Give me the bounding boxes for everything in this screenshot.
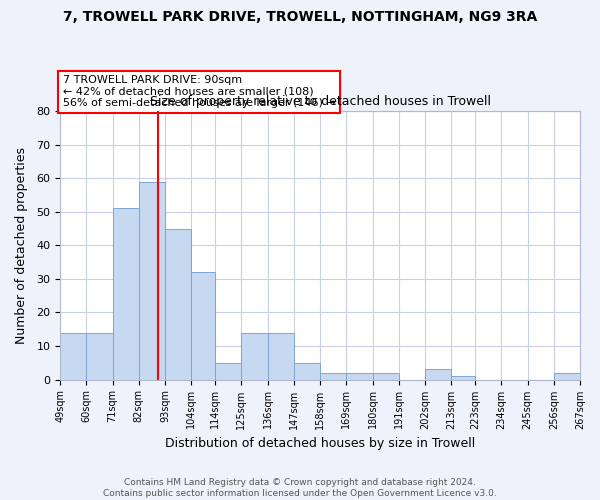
Bar <box>191 272 215 380</box>
Bar <box>139 182 165 380</box>
Bar <box>554 373 580 380</box>
Bar <box>373 373 399 380</box>
Bar <box>425 370 451 380</box>
Bar <box>165 228 191 380</box>
X-axis label: Distribution of detached houses by size in Trowell: Distribution of detached houses by size … <box>165 437 475 450</box>
Title: Size of property relative to detached houses in Trowell: Size of property relative to detached ho… <box>149 96 491 108</box>
Bar <box>215 363 241 380</box>
Text: 7 TROWELL PARK DRIVE: 90sqm
← 42% of detached houses are smaller (108)
56% of se: 7 TROWELL PARK DRIVE: 90sqm ← 42% of det… <box>63 75 335 108</box>
Bar <box>268 332 294 380</box>
Text: 7, TROWELL PARK DRIVE, TROWELL, NOTTINGHAM, NG9 3RA: 7, TROWELL PARK DRIVE, TROWELL, NOTTINGH… <box>63 10 537 24</box>
Bar <box>346 373 373 380</box>
Bar <box>86 332 113 380</box>
Bar <box>241 332 268 380</box>
Bar <box>60 332 86 380</box>
Bar <box>320 373 346 380</box>
Bar <box>294 363 320 380</box>
Bar <box>113 208 139 380</box>
Y-axis label: Number of detached properties: Number of detached properties <box>15 147 28 344</box>
Bar <box>451 376 475 380</box>
Text: Contains HM Land Registry data © Crown copyright and database right 2024.
Contai: Contains HM Land Registry data © Crown c… <box>103 478 497 498</box>
